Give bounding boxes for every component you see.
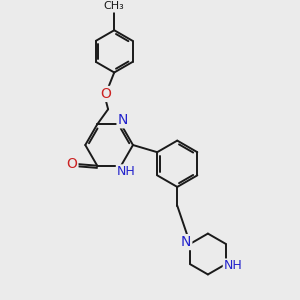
Text: CH₃: CH₃	[104, 2, 124, 11]
Text: O: O	[100, 87, 111, 101]
Text: NH: NH	[117, 165, 136, 178]
Text: O: O	[67, 157, 77, 171]
Text: NH: NH	[224, 260, 242, 272]
Text: N: N	[181, 235, 191, 249]
Text: N: N	[118, 113, 128, 127]
